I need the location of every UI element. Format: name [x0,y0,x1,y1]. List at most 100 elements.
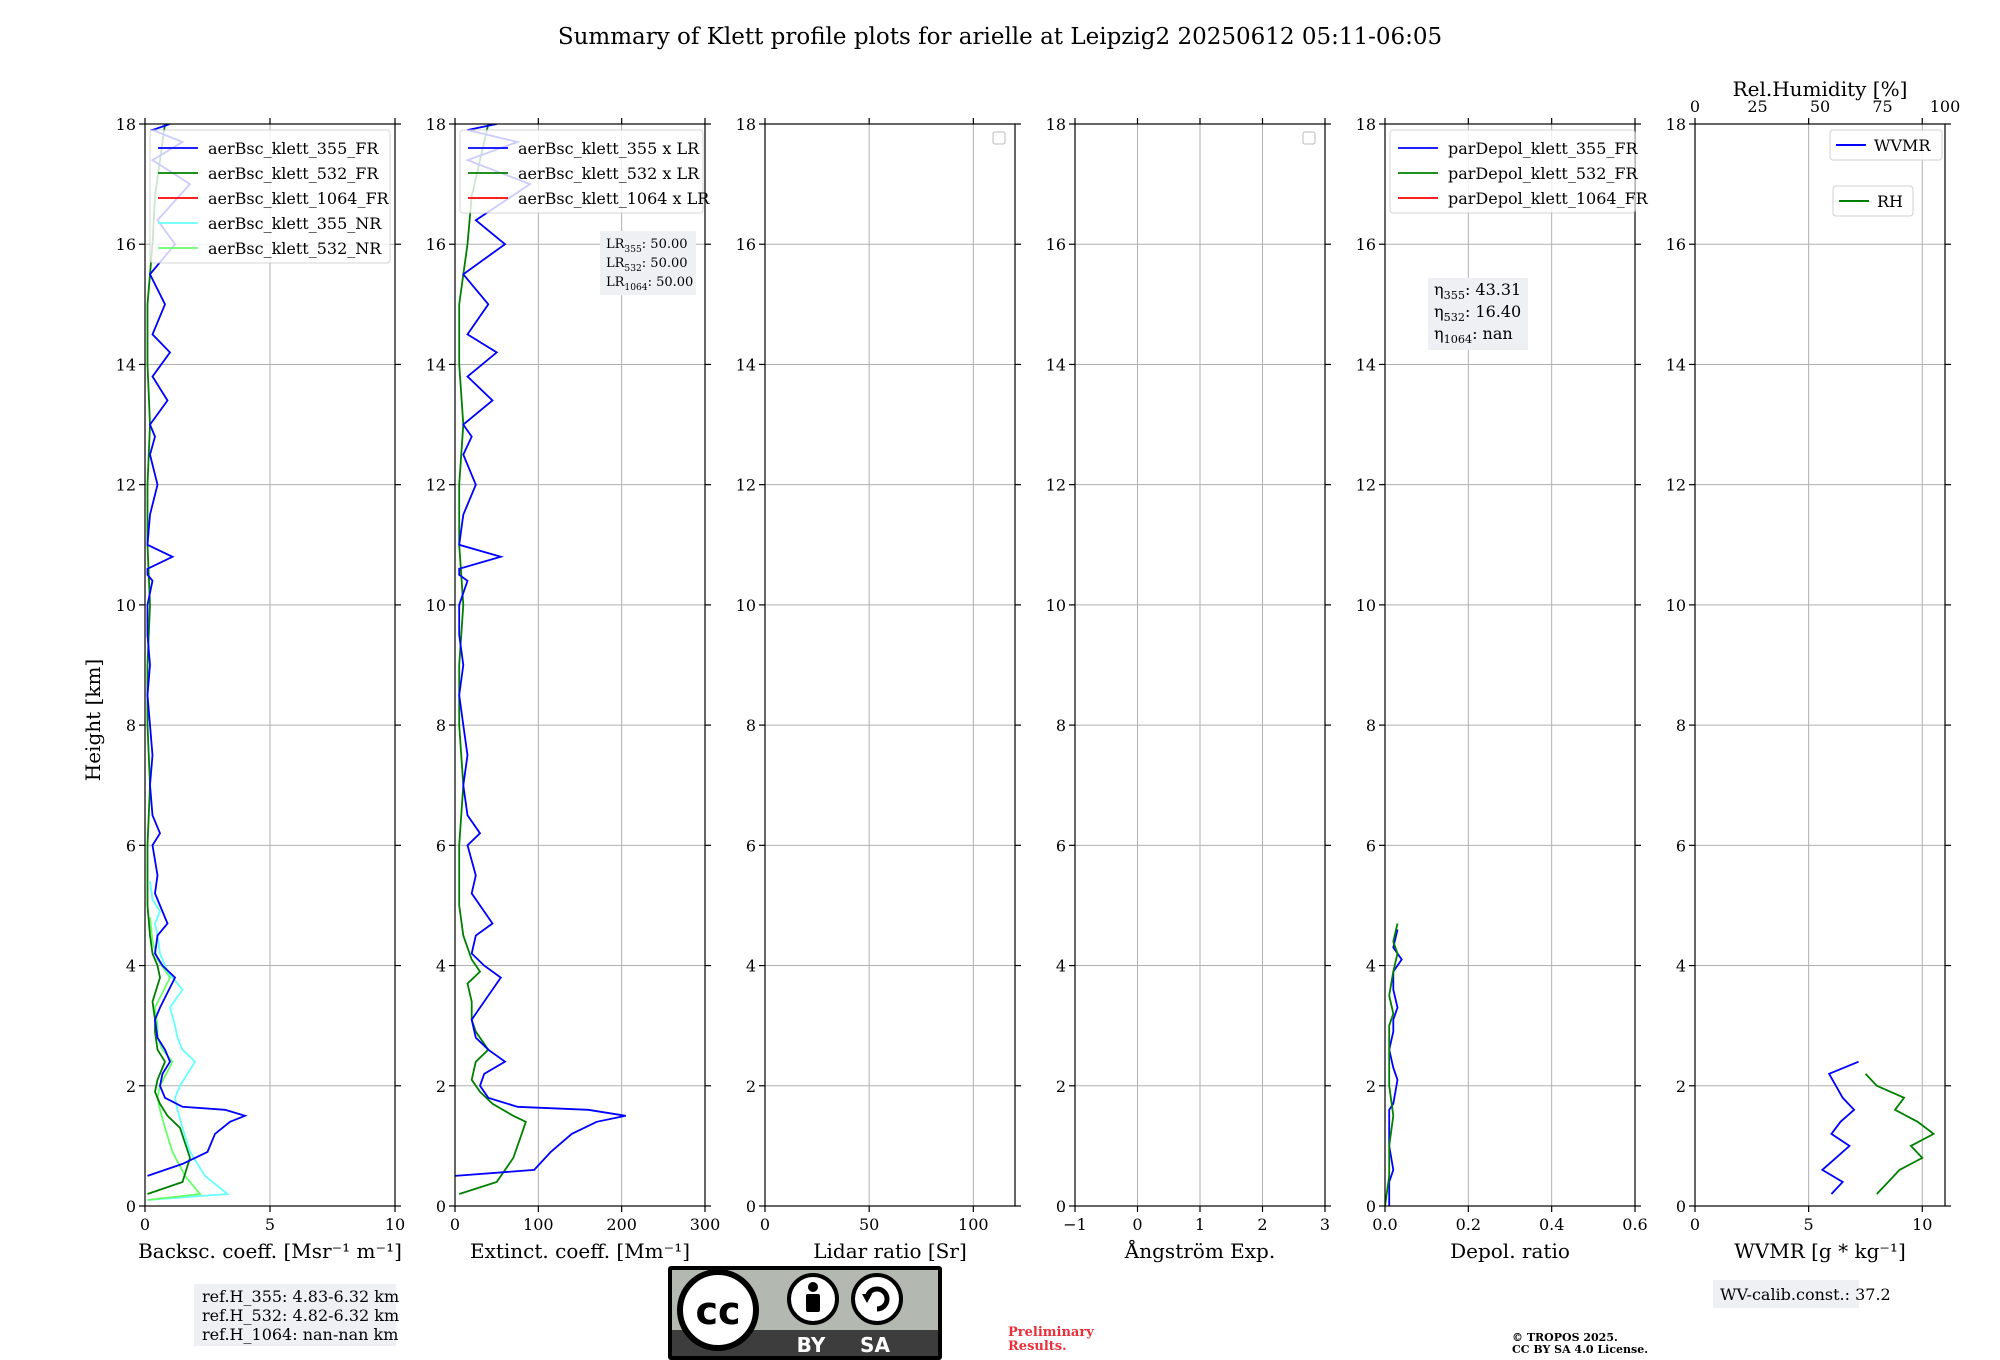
series-group [1385,923,1403,1206]
x-tick-label: 0 [1690,1215,1700,1234]
annotation-line: η355: 43.31 [1434,280,1521,302]
series-group [1820,1060,1936,1195]
y-tick-label: 18 [1046,115,1066,134]
x-tick-label: 300 [690,1215,721,1234]
x-tick-label: 200 [606,1215,637,1234]
series-aerBsc_klett_355_NR [147,881,230,1201]
x-tick-label: 100 [523,1215,554,1234]
x-tick-label: 0.4 [1539,1215,1564,1234]
x-tick-label: 0 [140,1215,150,1234]
x-tick-label: −1 [1063,1215,1087,1234]
y-tick-label: 4 [436,957,446,976]
annotation-line: LR1064: 50.00 [606,275,693,293]
legend-entry: WVMR [1874,136,1931,155]
plot-frame [1694,123,1946,1207]
y-tick-label: 10 [1666,596,1686,615]
y-tick-label: 0 [1056,1197,1066,1216]
y-tick-label: 12 [1046,476,1066,495]
y-tick-label: 6 [126,836,136,855]
x-tick-label: 50 [859,1215,879,1234]
y-tick-label: 6 [1056,836,1066,855]
legend-box [149,129,391,264]
legend-entry: parDepol_klett_355_FR [1448,139,1639,158]
top-x-tick-label: 0 [1690,97,1700,116]
series-parDepol_klett_355_FR [1388,929,1403,1206]
x-tick-label: 5 [1804,1215,1814,1234]
y-tick-label: 14 [116,355,136,374]
x-tick-label: 0 [1132,1215,1142,1234]
series-aerBsc_klett_532_FR [146,124,191,1195]
y-tick-label: 0 [436,1197,446,1216]
top-x-tick-label: 25 [1747,97,1767,116]
x-axis-label: Lidar ratio [Sr] [813,1239,967,1263]
y-tick-label: 18 [1356,115,1376,134]
series-parDepol_klett_532_FR [1385,923,1399,1206]
plot-frame [1384,123,1636,1207]
panel-bsc: 0 2 4 6 8 10 12 14 16 18 0 5 10 Backsc. coeff. [Msr⁻¹… [116,115,406,1263]
legend-entry: aerBsc_klett_355_FR [208,139,379,158]
y-tick-label: 6 [436,836,446,855]
y-tick-label: 16 [736,235,756,254]
by-text: BY [797,1333,826,1357]
y-tick-label: 0 [746,1197,756,1216]
preliminary-line1: Preliminary [1008,1325,1094,1340]
y-tick-label: 18 [736,115,756,134]
person-head-icon [808,1282,818,1292]
series-WVMR [1820,1060,1859,1195]
y-tick-label: 18 [1666,115,1686,134]
y-tick-label: 2 [126,1077,136,1096]
legend-entry: parDepol_klett_1064_FR [1448,189,1649,208]
copyright-line1: © TROPOS 2025. [1512,1331,1618,1344]
legend-entry: aerBsc_klett_355_NR [208,214,382,233]
x-tick-label: 0.6 [1622,1215,1647,1234]
top-x-tick-label: 50 [1810,97,1830,116]
series-group [146,124,248,1201]
y-tick-label: 10 [1356,596,1376,615]
top-x-tick-label: 75 [1872,97,1892,116]
annotation-line: LR532: 50.00 [606,256,688,274]
y-tick-label: 8 [126,716,136,735]
share-alike-icon [864,1286,890,1312]
x-tick-label: 3 [1320,1215,1330,1234]
top-x-axis-label: Rel.Humidity [%] [1733,77,1908,101]
annotation-line: η532: 16.40 [1434,302,1521,324]
y-tick-label: 16 [426,235,446,254]
legend-entry: aerBsc_klett_532 x LR [518,164,700,183]
x-tick-label: 5 [265,1215,275,1234]
series-group [455,124,626,1195]
legend-entry: aerBsc_klett_532_FR [208,164,379,183]
figure-title: Summary of Klett profile plots for ariel… [558,24,1442,50]
legend-entry: aerBsc_klett_1064 x LR [518,189,710,208]
legend-box [1389,129,1636,214]
panel-depol: 0 2 4 6 8 10 12 14 16 18 0.0 0.2 0.4 0.6 Depol. ratio p… [1356,115,1649,1263]
y-tick-label: 12 [736,476,756,495]
legend-entry: aerBsc_klett_1064_FR [208,189,390,208]
y-tick-label: 12 [1666,476,1686,495]
y-tick-label: 8 [1676,716,1686,735]
legend-box [1829,129,1943,161]
y-tick-label: 16 [116,235,136,254]
y-tick-label: 16 [1046,235,1066,254]
y-tick-label: 14 [1666,355,1686,374]
y-tick-label: 4 [1366,957,1376,976]
y-tick-label: 2 [1676,1077,1686,1096]
y-tick-label: 4 [126,957,136,976]
empty-legend [992,131,1006,145]
x-tick-label: 1 [1195,1215,1205,1234]
x-tick-label: 0.0 [1372,1215,1397,1234]
x-axis-label: Ångström Exp. [1124,1238,1275,1263]
x-axis-label: WVMR [g * kg⁻¹] [1734,1239,1906,1263]
annotation-box [1428,278,1528,350]
y-tick-label: 14 [426,355,446,374]
x-axis-label: Depol. ratio [1450,1239,1570,1263]
plot-frame [764,123,1016,1207]
legend-entry: aerBsc_klett_355 x LR [518,139,700,158]
legend-box [459,129,704,214]
x-tick-label: 0 [760,1215,770,1234]
y-tick-label: 18 [116,115,136,134]
y-tick-label: 12 [116,476,136,495]
